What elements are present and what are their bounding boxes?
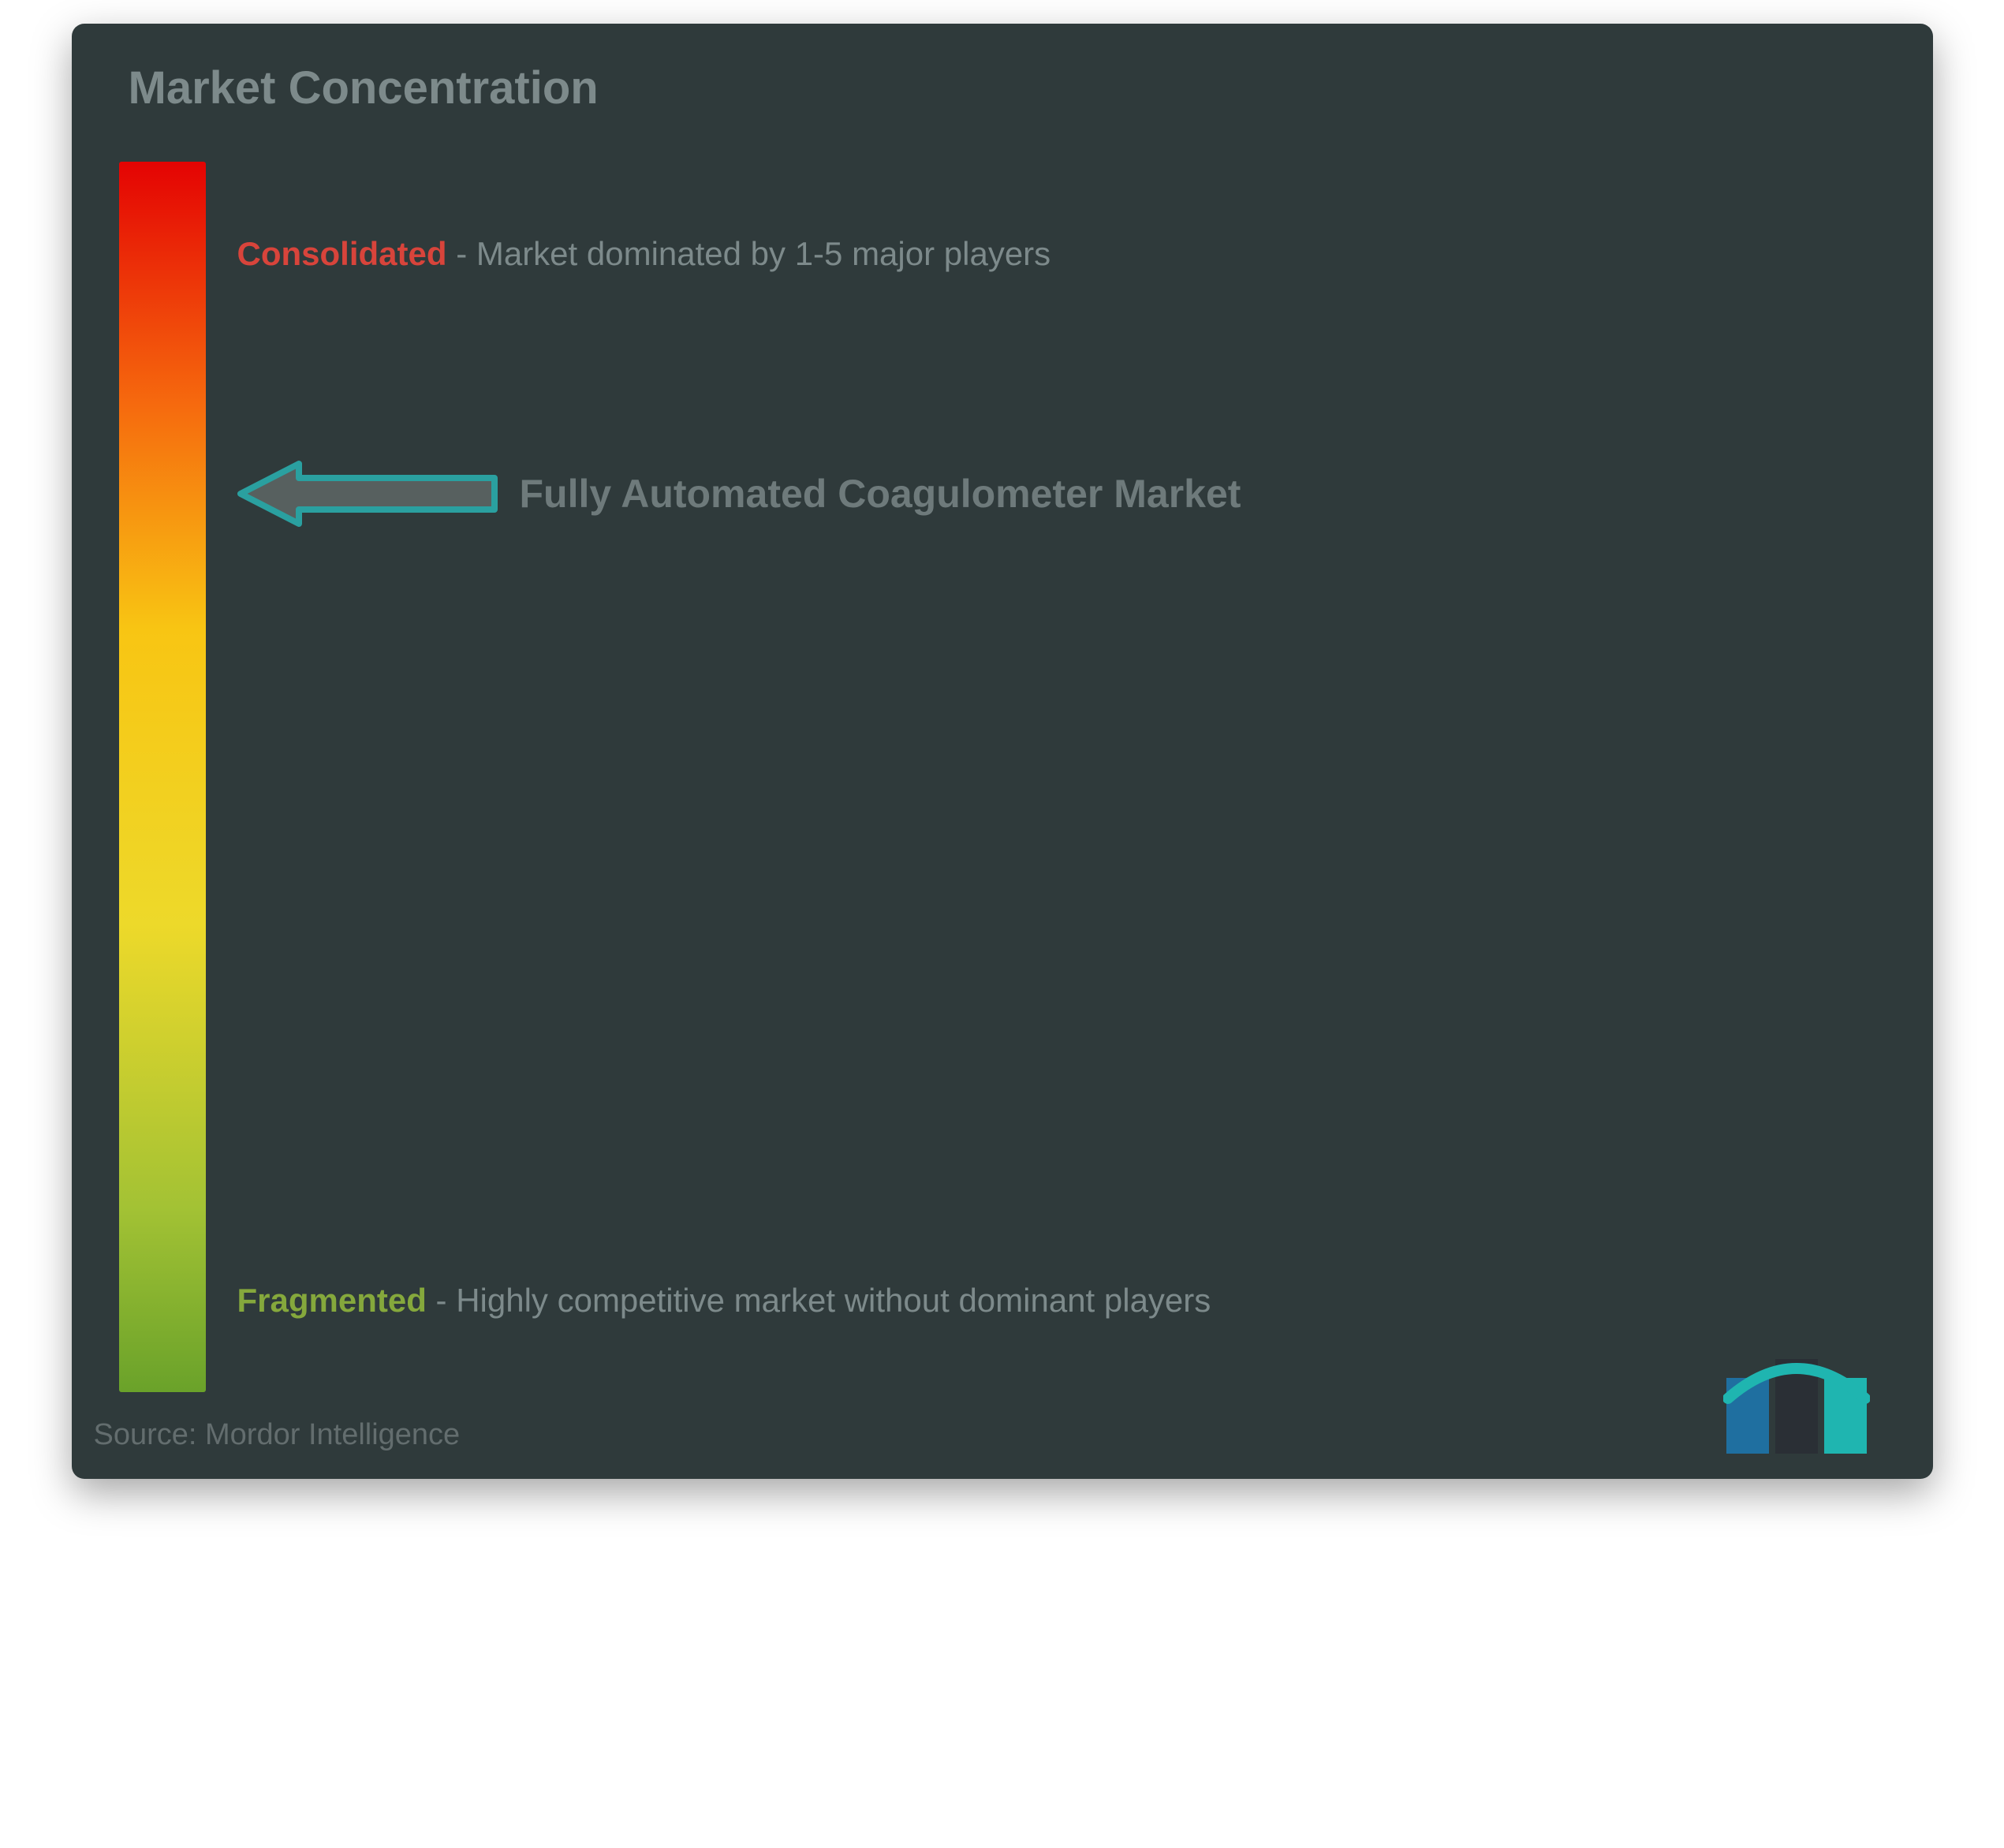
arrow-svg <box>237 459 498 528</box>
consolidated-description: Consolidated - Market dominated by 1-5 m… <box>237 177 1854 330</box>
market-position-marker: Fully Automated Coagulometer Market <box>237 459 1886 528</box>
concentration-gradient-bar <box>119 162 206 1392</box>
fragmented-description: Fragmented - Highly competitive market w… <box>237 1224 1854 1376</box>
brand-logo <box>1723 1354 1870 1457</box>
fragmented-label: Fragmented <box>237 1282 427 1319</box>
fragmented-text: Fragmented - Highly competitive market w… <box>237 1257 1854 1343</box>
infographic-card: Market Concentration Consolidated - Mark… <box>72 24 1933 1479</box>
consolidated-text: Consolidated - Market dominated by 1-5 m… <box>237 211 1854 297</box>
arrow-polygon <box>241 464 494 524</box>
source-attribution: Source: Mordor Intelligence <box>94 1418 461 1452</box>
annotations-column: Consolidated - Market dominated by 1-5 m… <box>237 162 1886 1392</box>
consolidated-rest: - Market dominated by 1-5 major players <box>456 235 1051 272</box>
consolidated-label: Consolidated <box>237 235 447 272</box>
logo-svg <box>1723 1354 1870 1457</box>
chart-title: Market Concentration <box>129 62 1886 114</box>
fragmented-rest: - Highly competitive market without domi… <box>436 1282 1211 1319</box>
market-name-label: Fully Automated Coagulometer Market <box>520 471 1241 517</box>
arrow-icon <box>237 459 498 528</box>
chart-body: Consolidated - Market dominated by 1-5 m… <box>119 162 1886 1392</box>
